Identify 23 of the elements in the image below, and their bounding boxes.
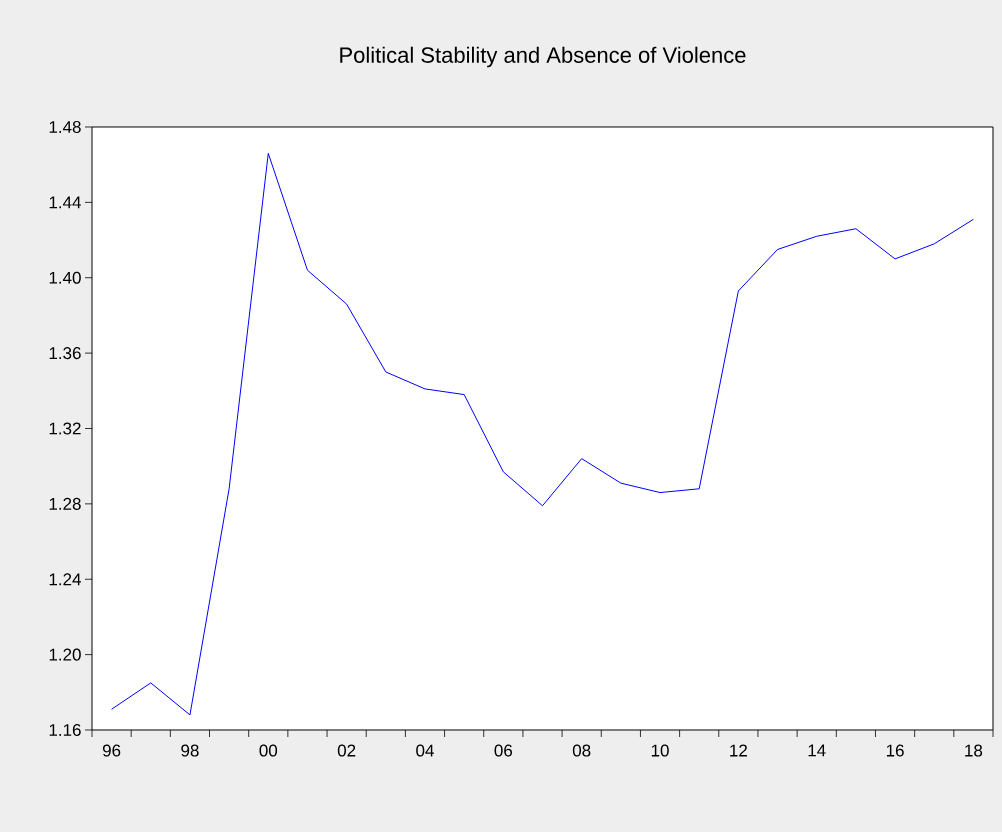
x-tick-label: 04 (416, 744, 434, 757)
x-tick-label: 10 (651, 744, 669, 757)
x-tick-label: 00 (259, 744, 278, 757)
y-tick-label: 1.24 (49, 573, 81, 586)
y-tick-label: 1.36 (49, 347, 81, 360)
x-tick-label: 16 (886, 744, 904, 757)
x-tick-label: 96 (102, 744, 121, 757)
line-series (111, 152, 974, 716)
y-tick-label: 1.28 (49, 497, 81, 510)
y-tick-label: 1.32 (49, 422, 81, 435)
y-tick-label: 1.16 (49, 723, 81, 737)
x-tick-label: 12 (730, 744, 747, 757)
x-tick-label: 08 (572, 744, 591, 757)
x-tick-label: 18 (965, 744, 983, 757)
chart-title: Political Stability and Absence of Violence (340, 46, 746, 68)
y-tick-label: 1.40 (49, 271, 81, 284)
x-tick-label: 98 (181, 744, 199, 757)
x-tick-label: 02 (337, 744, 356, 757)
x-tick-label: 14 (808, 744, 826, 757)
y-tick-label: 1.48 (49, 120, 81, 134)
y-tick-label: 1.20 (49, 648, 81, 661)
y-tick-label: 1.44 (49, 196, 81, 209)
x-tick-label: 06 (494, 744, 513, 757)
